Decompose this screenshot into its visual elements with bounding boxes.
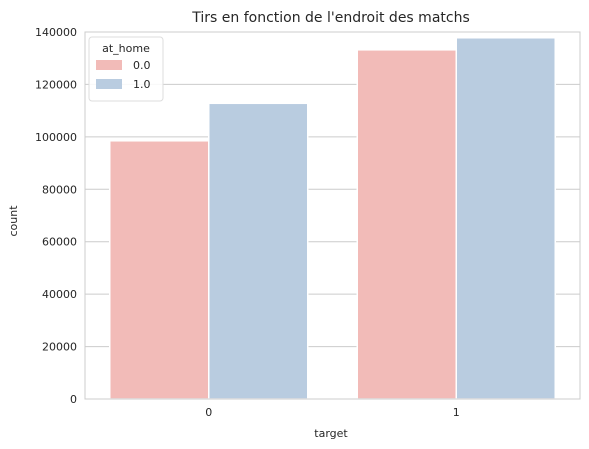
chart-title: Tirs en fonction de l'endroit des matchs (191, 10, 470, 26)
legend-title: at_home (102, 42, 150, 55)
y-tick-label-6: 120000 (35, 78, 77, 91)
legend-swatch-0 (96, 60, 122, 70)
bar-0-series-1 (208, 102, 309, 400)
y-tick-labels: 0 20000 40000 60000 80000 100000 120000 140000 (35, 26, 77, 406)
y-tick-label-0: 0 (70, 393, 77, 406)
x-axis-label: target (314, 427, 348, 440)
legend: at_home 0.0 1.0 (88, 36, 164, 102)
y-tick-label-4: 80000 (42, 183, 77, 196)
plot-area-frame (84, 31, 581, 400)
y-tick-label-7: 140000 (35, 26, 77, 39)
y-axis-label: count (7, 205, 20, 237)
bar-1-series-0 (356, 49, 457, 400)
y-tick-label-1: 20000 (42, 341, 77, 354)
legend-label-0: 0.0 (133, 59, 151, 72)
bars (109, 37, 556, 400)
y-tick-label-5: 100000 (35, 131, 77, 144)
legend-label-1: 1.0 (133, 78, 151, 91)
x-tick-label-0: 0 (205, 406, 212, 419)
bar-0-series-0 (109, 140, 210, 400)
x-tick-label-1: 1 (453, 406, 460, 419)
y-tick-label-3: 60000 (42, 236, 77, 249)
bar-1-series-1 (455, 37, 556, 400)
legend-swatch-1 (96, 79, 122, 89)
y-tick-label-2: 40000 (42, 288, 77, 301)
